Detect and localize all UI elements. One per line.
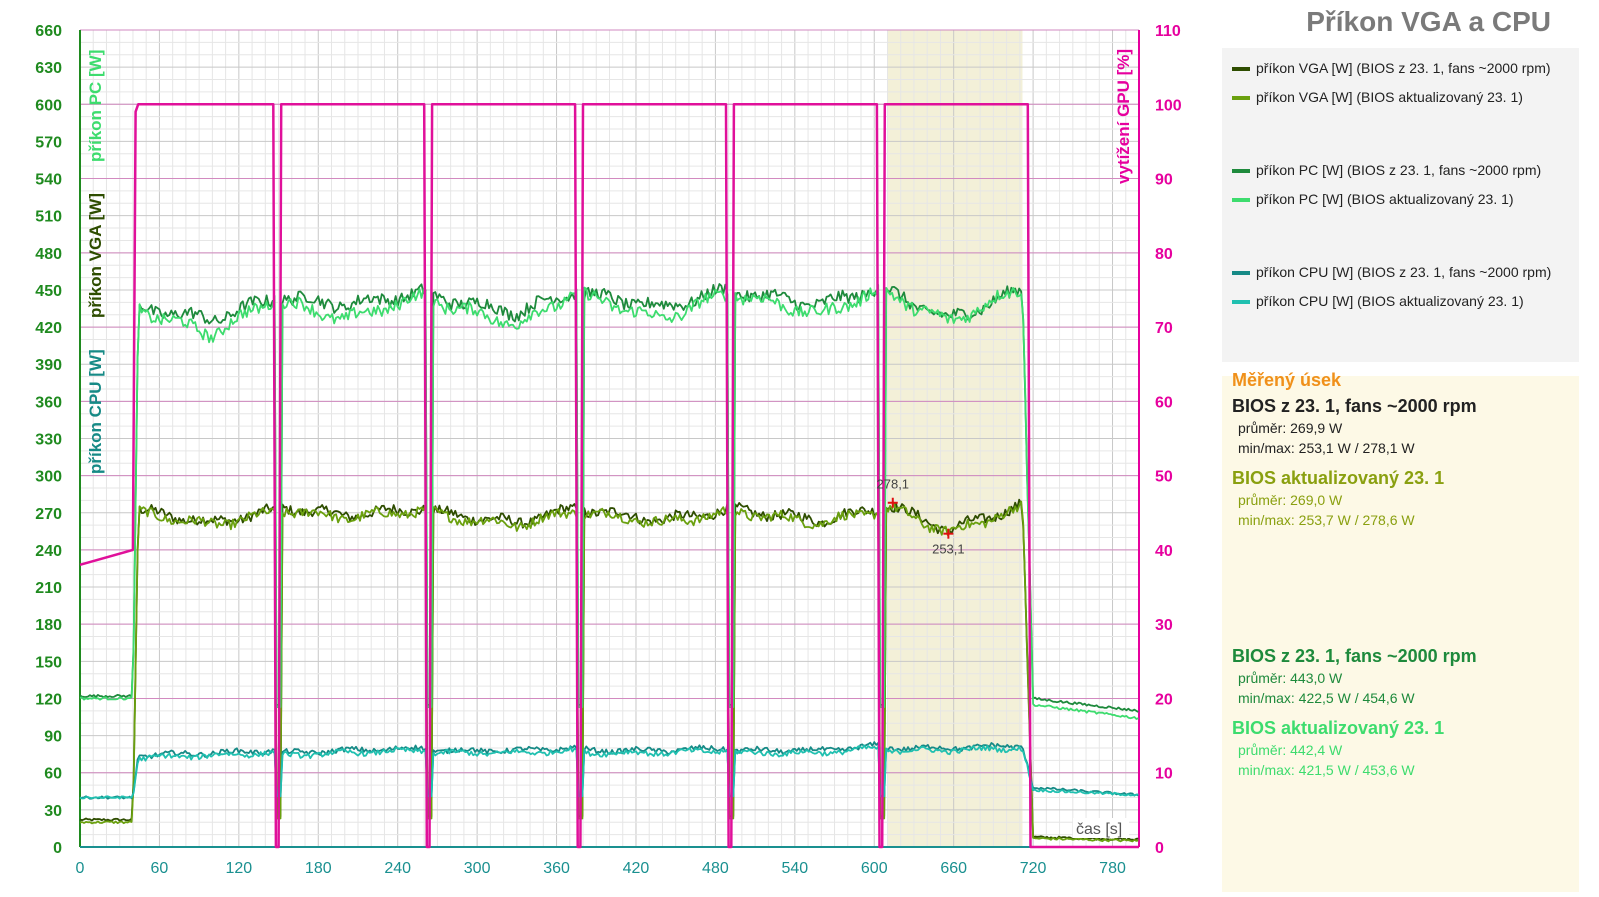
series-line	[79, 103, 1139, 849]
x-tick: 360	[543, 860, 570, 877]
y-axis-label-pc: příkon PC [W]	[86, 50, 105, 162]
y-tick-left: 0	[53, 840, 62, 857]
stats-pc-old-minmax: min/max: 422,5 W / 454,6 W	[1238, 690, 1415, 706]
chart-title: Příkon VGA a CPU	[1306, 6, 1551, 37]
y-axis-label-cpu: příkon CPU [W]	[86, 349, 105, 474]
y-tick-left: 660	[35, 23, 62, 40]
y-tick-left: 420	[35, 320, 62, 337]
series-line	[79, 283, 1139, 713]
legend-swatch	[1232, 198, 1250, 203]
y-tick-right: 0	[1155, 840, 1164, 857]
x-tick: 600	[861, 860, 888, 877]
stats-vga-new-name: BIOS aktualizovaný 23. 1	[1232, 468, 1445, 488]
y-tick-left: 30	[44, 803, 62, 820]
x-tick: 300	[464, 860, 491, 877]
y-tick-right: 70	[1155, 320, 1173, 337]
y-tick-right: 10	[1155, 766, 1173, 783]
legend-label: příkon PC [W] (BIOS aktualizovaný 23. 1)	[1256, 191, 1514, 207]
y-tick-right: 90	[1155, 172, 1173, 189]
y-tick-left: 540	[35, 172, 62, 189]
y-axis-label-gpu-load: vytížení GPU [%]	[1114, 49, 1133, 184]
x-tick: 180	[305, 860, 332, 877]
marker-label: 253,1	[932, 542, 965, 557]
y-tick-left: 630	[35, 60, 62, 77]
legend-swatch	[1232, 96, 1250, 101]
x-tick: 0	[76, 860, 85, 877]
y-tick-left: 330	[35, 432, 62, 449]
legend-label: příkon PC [W] (BIOS z 23. 1, fans ~2000 …	[1256, 162, 1542, 178]
y-tick-left: 270	[35, 506, 62, 523]
y-tick-left: 240	[35, 543, 62, 560]
y-tick-right: 110	[1155, 23, 1181, 40]
legend-item-cpu-old: příkon CPU [W] (BIOS z 23. 1, fans ~2000…	[1232, 264, 1551, 280]
stats-panel: Měřený úsek BIOS z 23. 1, fans ~2000 rpm…	[1222, 370, 1579, 892]
y-tick-right: 60	[1155, 394, 1173, 411]
stats-vga-old-name: BIOS z 23. 1, fans ~2000 rpm	[1232, 396, 1477, 416]
y-tick-left: 60	[44, 766, 62, 783]
x-axis-label-bg	[1073, 818, 1129, 838]
y-tick-left: 150	[35, 654, 62, 671]
stats-pc-new-minmax: min/max: 421,5 W / 453,6 W	[1238, 762, 1415, 778]
x-tick: 120	[225, 860, 252, 877]
stats-vga-new-avg: průměr: 269,0 W	[1238, 492, 1343, 508]
stats-pc-old-avg: průměr: 443,0 W	[1238, 670, 1343, 686]
stats-vga-old-minmax: min/max: 253,1 W / 278,1 W	[1238, 440, 1415, 456]
y-tick-left: 90	[44, 729, 62, 746]
x-tick: 240	[384, 860, 411, 877]
y-tick-left: 120	[35, 691, 62, 708]
stats-vga-new-minmax: min/max: 253,7 W / 278,6 W	[1238, 512, 1415, 528]
y-tick-left: 390	[35, 357, 62, 374]
legend-item-vga-old: příkon VGA [W] (BIOS z 23. 1, fans ~2000…	[1232, 60, 1551, 76]
y-tick-left: 480	[35, 246, 62, 263]
legend-item-pc-new: příkon PC [W] (BIOS aktualizovaný 23. 1)	[1232, 191, 1514, 207]
y-tick-left: 570	[35, 134, 62, 151]
legend: příkon VGA [W] (BIOS z 23. 1, fans ~2000…	[1222, 48, 1579, 362]
legend-swatch	[1232, 169, 1250, 174]
x-tick: 780	[1099, 860, 1126, 877]
legend-label: příkon CPU [W] (BIOS aktualizovaný 23. 1…	[1256, 293, 1524, 309]
y-axis-label-vga: příkon VGA [W]	[86, 193, 105, 318]
y-tick-right: 80	[1155, 246, 1173, 263]
series-line	[79, 284, 1139, 720]
stats-pc-new-name: BIOS aktualizovaný 23. 1	[1232, 718, 1445, 738]
y-tick-right: 40	[1155, 543, 1173, 560]
y-tick-right: 100	[1155, 97, 1182, 114]
y-tick-left: 510	[35, 209, 62, 226]
y-tick-left: 180	[35, 617, 62, 634]
y-tick-left: 450	[35, 283, 62, 300]
x-tick: 540	[781, 860, 808, 877]
legend-item-pc-old: příkon PC [W] (BIOS z 23. 1, fans ~2000 …	[1232, 162, 1541, 178]
legend-swatch	[1232, 67, 1250, 72]
y-tick-left: 360	[35, 394, 62, 411]
series-line	[79, 744, 1139, 800]
legend-label: příkon VGA [W] (BIOS aktualizovaný 23. 1…	[1256, 89, 1523, 105]
stats-heading: Měřený úsek	[1232, 370, 1342, 390]
series-line	[79, 500, 1139, 843]
marker-label: 278,1	[877, 477, 910, 492]
x-axis-label: čas [s]	[1076, 821, 1122, 838]
y-tick-right: 20	[1155, 691, 1173, 708]
stats-pc-new-avg: průměr: 442,4 W	[1238, 742, 1343, 758]
y-tick-right: 30	[1155, 617, 1173, 634]
legend-label: příkon VGA [W] (BIOS z 23. 1, fans ~2000…	[1256, 60, 1551, 76]
x-tick: 660	[940, 860, 967, 877]
y-tick-left: 600	[35, 97, 62, 114]
legend-swatch	[1232, 271, 1250, 276]
y-tick-left: 210	[35, 580, 62, 597]
x-tick: 480	[702, 860, 729, 877]
x-tick: 420	[623, 860, 650, 877]
y-tick-right: 50	[1155, 469, 1173, 486]
legend-label: příkon CPU [W] (BIOS z 23. 1, fans ~2000…	[1256, 264, 1552, 280]
y-tick-left: 300	[35, 469, 62, 486]
legend-swatch	[1232, 300, 1250, 305]
x-tick: 60	[151, 860, 169, 877]
legend-item-vga-new: příkon VGA [W] (BIOS aktualizovaný 23. 1…	[1232, 89, 1523, 105]
stats-pc-old-name: BIOS z 23. 1, fans ~2000 rpm	[1232, 646, 1477, 666]
stats-vga-old-avg: průměr: 269,9 W	[1238, 420, 1343, 436]
legend-item-cpu-new: příkon CPU [W] (BIOS aktualizovaný 23. 1…	[1232, 293, 1524, 309]
x-tick: 720	[1020, 860, 1047, 877]
